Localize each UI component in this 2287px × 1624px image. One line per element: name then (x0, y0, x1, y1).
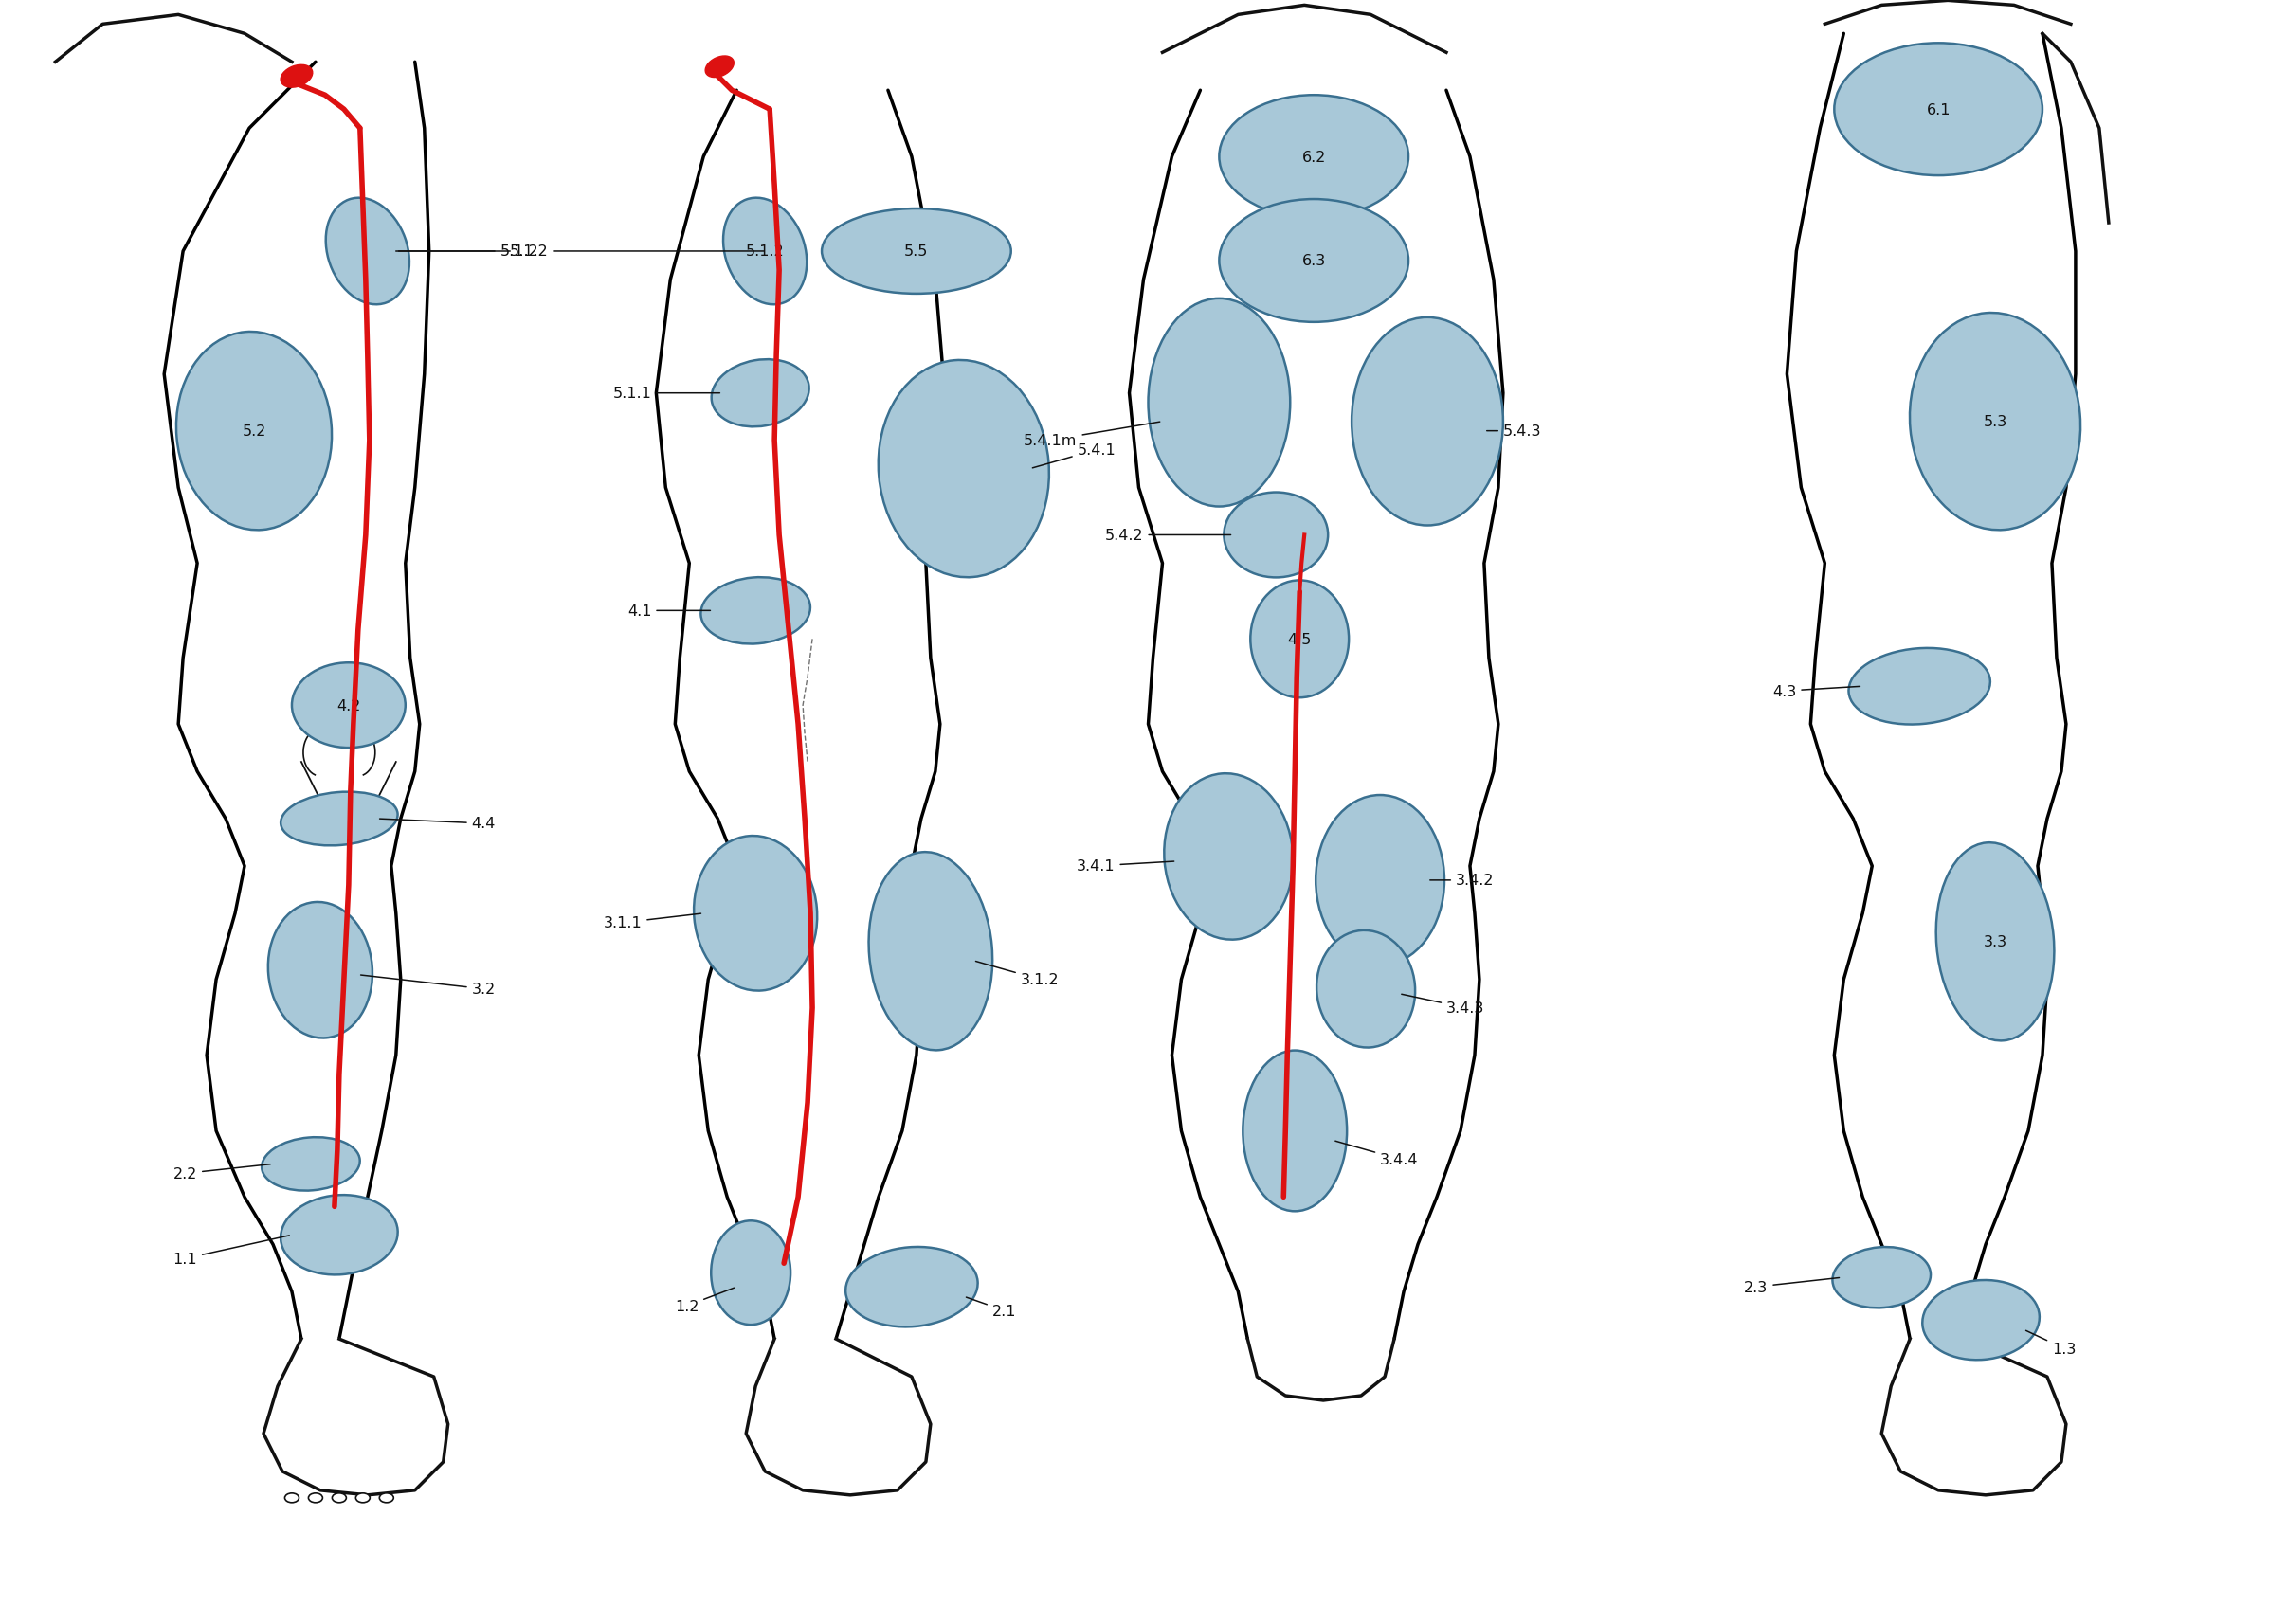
Ellipse shape (1219, 200, 1409, 323)
Ellipse shape (325, 198, 409, 305)
Text: 6.3: 6.3 (1301, 255, 1326, 268)
Text: 4.5: 4.5 (1288, 632, 1313, 646)
Ellipse shape (821, 209, 1011, 294)
Polygon shape (746, 1340, 931, 1496)
Text: 6.1: 6.1 (1926, 102, 1951, 117)
Text: 1.1: 1.1 (174, 1236, 290, 1265)
Text: 4.2: 4.2 (336, 698, 361, 713)
Text: 3.3: 3.3 (1983, 935, 2008, 948)
Ellipse shape (1242, 1051, 1347, 1212)
Ellipse shape (1910, 313, 2081, 531)
Ellipse shape (846, 1247, 979, 1327)
Text: 5.4.1: 5.4.1 (1031, 443, 1116, 469)
Ellipse shape (1224, 494, 1329, 578)
Ellipse shape (281, 793, 398, 846)
Text: 4.3: 4.3 (1772, 684, 1859, 698)
Text: 3.1.1: 3.1.1 (604, 914, 700, 931)
Ellipse shape (1937, 843, 2054, 1041)
Ellipse shape (1352, 318, 1503, 526)
Text: 5.5: 5.5 (903, 245, 929, 258)
Polygon shape (1882, 1340, 2065, 1496)
Ellipse shape (711, 1221, 791, 1325)
Ellipse shape (261, 1137, 359, 1190)
Ellipse shape (176, 333, 332, 531)
Ellipse shape (286, 1492, 300, 1502)
Text: 5.1.2: 5.1.2 (746, 245, 784, 258)
Ellipse shape (309, 1492, 322, 1502)
Ellipse shape (869, 853, 993, 1051)
Ellipse shape (700, 578, 810, 645)
Text: 3.4.3: 3.4.3 (1402, 994, 1484, 1015)
Ellipse shape (357, 1492, 370, 1502)
Ellipse shape (1148, 299, 1290, 507)
Ellipse shape (1315, 796, 1445, 966)
Text: 5.2: 5.2 (242, 424, 265, 438)
Ellipse shape (1848, 648, 1990, 724)
Text: 5.3: 5.3 (1983, 414, 2008, 429)
Text: 3.4.2: 3.4.2 (1429, 874, 1493, 888)
Ellipse shape (1832, 1247, 1930, 1307)
Ellipse shape (293, 663, 405, 749)
Ellipse shape (1219, 96, 1409, 219)
Ellipse shape (878, 361, 1050, 578)
Ellipse shape (693, 836, 816, 991)
Text: 1.3: 1.3 (2026, 1330, 2077, 1356)
Text: 1.2: 1.2 (675, 1288, 734, 1314)
Ellipse shape (1834, 44, 2042, 177)
Ellipse shape (704, 57, 734, 78)
Ellipse shape (711, 361, 810, 427)
Ellipse shape (1923, 1280, 2040, 1359)
Text: 2.2: 2.2 (174, 1164, 270, 1181)
Ellipse shape (281, 65, 313, 88)
Text: 3.2: 3.2 (361, 976, 496, 997)
Text: 3.1.2: 3.1.2 (977, 961, 1059, 987)
Ellipse shape (332, 1492, 345, 1502)
Text: 2.1: 2.1 (965, 1298, 1015, 1317)
Ellipse shape (380, 1492, 393, 1502)
Text: 3.4.1: 3.4.1 (1077, 859, 1173, 874)
Polygon shape (263, 1340, 448, 1496)
Ellipse shape (1317, 931, 1416, 1047)
Ellipse shape (723, 198, 807, 305)
Text: 4.1: 4.1 (627, 604, 711, 619)
Ellipse shape (1251, 581, 1349, 698)
Text: 3.4.4: 3.4.4 (1336, 1142, 1418, 1166)
Text: 5.4.3: 5.4.3 (1487, 424, 1541, 438)
Text: 5.1.2: 5.1.2 (510, 245, 764, 258)
Text: 2.3: 2.3 (1745, 1278, 1839, 1294)
Text: 5.4.1m: 5.4.1m (1025, 422, 1160, 448)
Ellipse shape (281, 1195, 398, 1275)
Text: 5.4.2: 5.4.2 (1105, 528, 1230, 542)
Text: 5.1.2: 5.1.2 (398, 245, 540, 258)
Ellipse shape (1164, 775, 1292, 940)
Text: 4.4: 4.4 (380, 817, 496, 831)
Ellipse shape (268, 903, 373, 1038)
Text: 5.1.1: 5.1.1 (613, 387, 720, 401)
Text: 6.2: 6.2 (1301, 149, 1326, 164)
